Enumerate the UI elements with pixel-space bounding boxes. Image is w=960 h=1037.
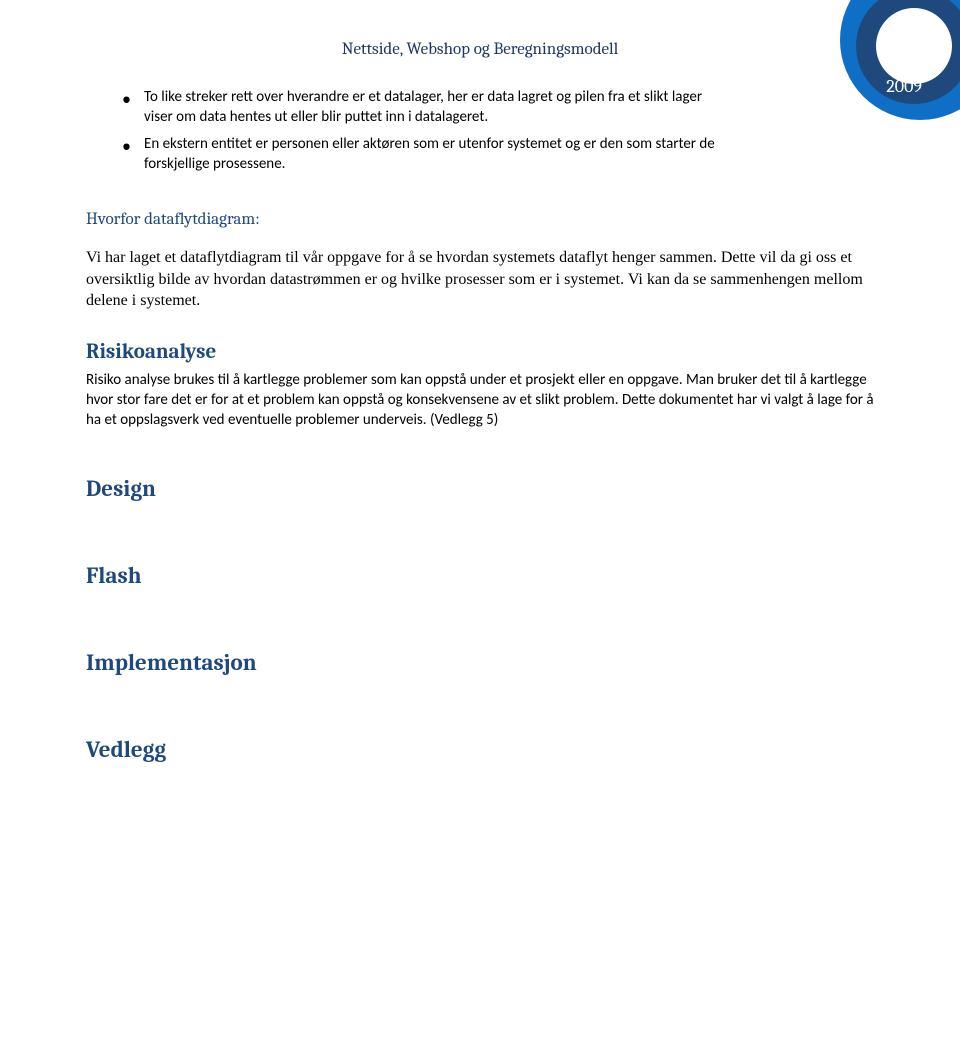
section-body-hvorfor: Vi har laget et dataflytdiagram til vår … xyxy=(86,247,874,312)
page-content: Nettside, Webshop og Beregningsmodell To… xyxy=(0,0,960,803)
bullet-item: En ekstern entitet er personen eller akt… xyxy=(122,134,724,175)
page-title: Nettside, Webshop og Beregningsmodell xyxy=(196,40,764,59)
section-title-design: Design xyxy=(86,475,874,502)
section-title-vedlegg: Vedlegg xyxy=(86,736,874,763)
section-title-risiko: Risikoanalyse xyxy=(86,340,874,364)
section-title-implementasjon: Implementasjon xyxy=(86,649,874,676)
section-title-flash: Flash xyxy=(86,562,874,589)
bullet-item: To like streker rett over hverandre er e… xyxy=(122,87,724,128)
section-body-risiko: Risiko analyse brukes til å kartlegge pr… xyxy=(86,370,874,431)
section-title-hvorfor: Hvorfor dataflytdiagram: xyxy=(86,210,874,229)
bullet-list: To like streker rett over hverandre er e… xyxy=(122,87,724,174)
